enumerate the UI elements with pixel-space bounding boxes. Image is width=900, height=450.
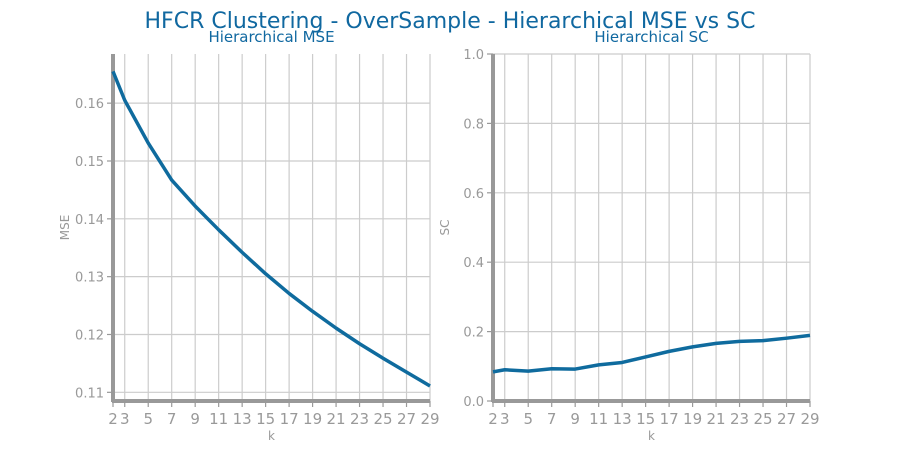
mse-x-tick-label: 7 (167, 410, 177, 428)
sc-y-axis-label: SC (438, 220, 452, 236)
sc-y-tick-label: 1.0 (463, 48, 484, 63)
sc-x-tick-label: 15 (636, 410, 655, 428)
sc-data-point (738, 340, 741, 343)
mse-series-line (111, 70, 431, 388)
sc-x-tick-label: 9 (570, 410, 580, 428)
sc-y-tick-label: 0.0 (463, 395, 484, 410)
sc-x-tick-label: 21 (707, 410, 726, 428)
sc-y-tick-label: 0.4 (463, 256, 484, 271)
mse-y-tick-label: 0.11 (75, 386, 104, 401)
sc-data-point (621, 361, 624, 364)
sc-x-tick-label: 13 (613, 410, 632, 428)
mse-x-tick-label: 27 (397, 410, 416, 428)
mse-x-tick-label: 15 (256, 410, 275, 428)
sc-x-tick-label: 17 (660, 410, 679, 428)
mse-x-axis-label: k (268, 429, 275, 443)
sc-chart-panel: 0.00.20.40.60.81.02 3 5 7 9 11 13 15 17 19 21 23 25 2… (438, 28, 820, 443)
sc-data-point (644, 355, 647, 358)
mse-x-tick-label: 11 (209, 410, 228, 428)
sc-y-tick-label: 0.8 (463, 117, 484, 132)
mse-y-tick-label: 0.14 (75, 213, 104, 228)
mse-chart-panel: 0.110.120.130.140.150.162 3 5 7 9 11 13 15 17 19 2… (58, 28, 440, 443)
sc-data-point (809, 334, 812, 337)
mse-data-point (405, 371, 408, 374)
mse-data-point (147, 142, 150, 145)
mse-x-tick-label: 3 (120, 410, 130, 428)
sc-data-point (715, 342, 718, 345)
sc-data-point (785, 337, 788, 340)
mse-data-point (429, 384, 432, 387)
mse-data-point (358, 342, 361, 345)
sc-x-tick-label: 27 (777, 410, 796, 428)
mse-data-point (217, 228, 220, 231)
sc-data-point (597, 363, 600, 366)
mse-x-tick-label: 23 (350, 410, 369, 428)
mse-x-tick-label: 13 (233, 410, 252, 428)
sc-x-tick-label: 2 (488, 410, 498, 428)
sc-data-point (503, 368, 506, 371)
mse-y-tick-label: 0.15 (75, 155, 104, 170)
mse-x-tick-label: 25 (373, 410, 392, 428)
mse-x-tick-label: 2 (108, 410, 118, 428)
mse-x-tick-label: 9 (190, 410, 200, 428)
mse-x-tick-label: 29 (420, 410, 439, 428)
sc-data-point (550, 367, 553, 370)
figure-title: HFCR Clustering - OverSample - Hierarchi… (145, 9, 756, 34)
sc-data-point (492, 370, 495, 373)
sc-x-tick-label: 7 (547, 410, 557, 428)
sc-x-tick-label: 3 (500, 410, 510, 428)
mse-y-tick-label: 0.13 (75, 271, 104, 286)
sc-chart-title: Hierarchical SC (594, 28, 708, 46)
mse-x-tick-label: 5 (143, 410, 153, 428)
sc-x-tick-label: 5 (523, 410, 533, 428)
mse-data-point (112, 70, 115, 73)
mse-data-point (382, 357, 385, 360)
sc-data-point (574, 368, 577, 371)
sc-data-point (527, 370, 530, 373)
mse-x-tick-label: 19 (303, 410, 322, 428)
mse-data-point (123, 99, 126, 102)
mse-data-point (194, 205, 197, 208)
mse-x-tick-label: 21 (327, 410, 346, 428)
mse-data-point (288, 292, 291, 295)
mse-chart-title: Hierarchical MSE (208, 28, 334, 46)
mse-x-tick-label: 17 (280, 410, 299, 428)
sc-x-tick-label: 23 (730, 410, 749, 428)
sc-data-point (762, 339, 765, 342)
sc-y-tick-label: 0.6 (463, 187, 484, 202)
mse-y-axis-label: MSE (58, 215, 72, 241)
mse-data-point (241, 251, 244, 254)
sc-y-tick-label: 0.2 (463, 326, 484, 341)
mse-data-point (335, 327, 338, 330)
sc-x-tick-label: 25 (753, 410, 772, 428)
sc-x-axis-label: k (648, 429, 655, 443)
mse-data-point (264, 272, 267, 275)
sc-data-point (668, 350, 671, 353)
mse-y-tick-label: 0.16 (75, 97, 104, 112)
mse-data-point (311, 310, 314, 313)
sc-data-point (691, 345, 694, 348)
mse-data-point (170, 179, 173, 182)
mse-y-tick-label: 0.12 (75, 328, 104, 343)
sc-x-tick-label: 11 (589, 410, 608, 428)
sc-x-tick-label: 19 (683, 410, 702, 428)
sc-x-tick-label: 29 (800, 410, 819, 428)
sc-series-line (492, 333, 811, 374)
